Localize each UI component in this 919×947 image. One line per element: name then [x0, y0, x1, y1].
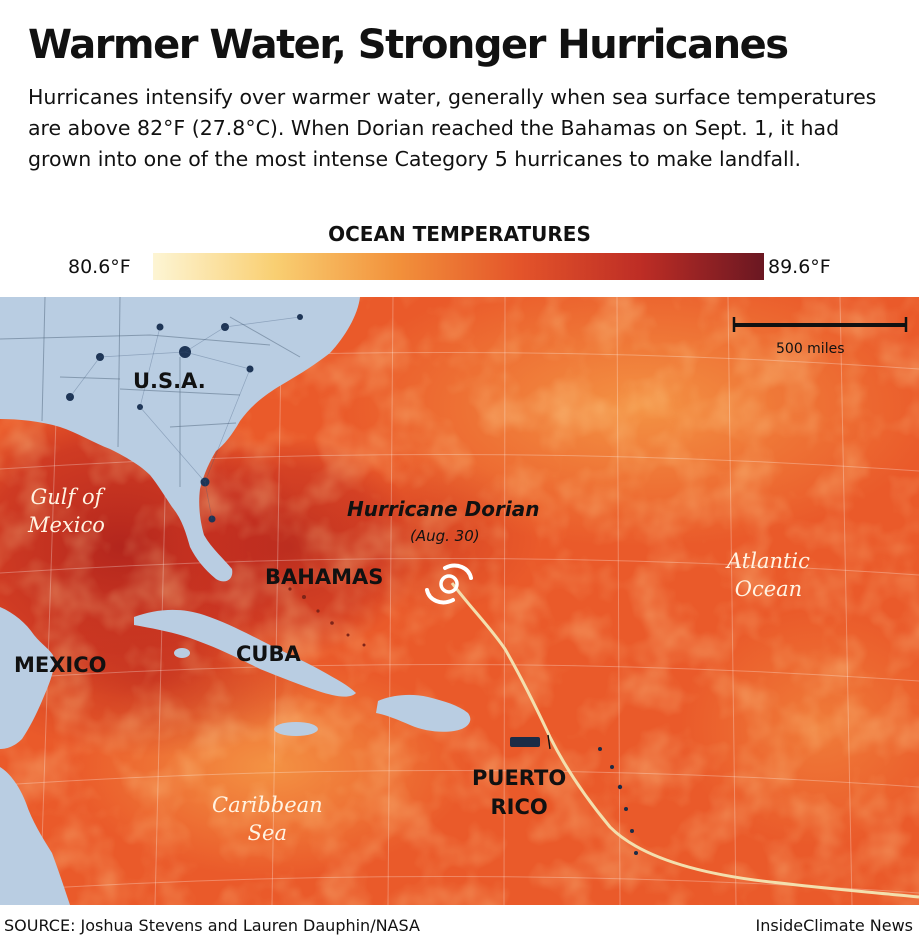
temperature-colorbar — [153, 253, 764, 280]
mexico-landmass — [0, 607, 55, 749]
label-hurricane-dorian: Hurricane Dorian — [347, 497, 540, 521]
label-atlantic-line-2: Ocean — [734, 577, 803, 601]
label-mexico: MEXICO — [14, 653, 107, 677]
puerto-rico-landmass — [510, 737, 540, 747]
label-puerto-rico-line-1: PUERTO — [472, 766, 567, 790]
publisher-credit: InsideClimate News — [755, 916, 913, 935]
label-bahamas: BAHAMAS — [265, 565, 384, 589]
hurricane-icon — [425, 563, 473, 605]
label-caribbean-line-1: Caribbean — [212, 793, 323, 817]
road-network — [69, 316, 301, 520]
usa-state-lines — [0, 297, 301, 487]
graticule — [0, 297, 919, 905]
legend-title: OCEAN TEMPERATURES — [328, 222, 591, 246]
label-gulf-line-1: Gulf of — [30, 485, 103, 509]
label-puerto-rico-line-2: RICO — [490, 795, 548, 819]
label-usa: U.S.A. — [133, 369, 206, 393]
page-subtitle: Hurricanes intensify over warmer water, … — [28, 85, 877, 171]
scale-label: 500 miles — [776, 341, 845, 357]
city-lights — [66, 314, 303, 523]
hurricane-track — [450, 582, 919, 899]
page-title: Warmer Water, Stronger Hurricanes — [28, 22, 789, 68]
hispaniola-landmass — [376, 694, 471, 732]
map-canvas — [0, 297, 919, 905]
label-atlantic-ocean: Atlantic Ocean — [727, 547, 810, 603]
label-atlantic-line-1: Atlantic — [727, 549, 810, 573]
cuba-landmass — [134, 609, 356, 697]
label-caribbean-line-2: Sea — [247, 821, 288, 845]
label-gulf-of-mexico: Gulf of Mexico — [28, 483, 105, 539]
label-gulf-line-2: Mexico — [28, 513, 105, 537]
bahamas-islands — [274, 577, 366, 647]
label-puerto-rico: PUERTO RICO — [472, 764, 566, 822]
label-caribbean-sea: Caribbean Sea — [212, 791, 323, 847]
sea-temperature-map: 500 miles U.S.A. Gulf of Mexico Hurrican… — [0, 297, 919, 905]
jamaica-landmass — [274, 722, 318, 736]
scale-bar — [732, 317, 908, 332]
legend-max-label: 89.6°F — [768, 256, 831, 278]
label-cuba: CUBA — [236, 642, 301, 666]
legend-min-label: 80.6°F — [68, 256, 131, 278]
central-america-landmass — [0, 767, 70, 905]
label-hurricane-date: (Aug. 30) — [410, 527, 480, 545]
source-credit: SOURCE: Joshua Stevens and Lauren Dauphi… — [4, 916, 420, 935]
lesser-antilles — [598, 747, 638, 855]
